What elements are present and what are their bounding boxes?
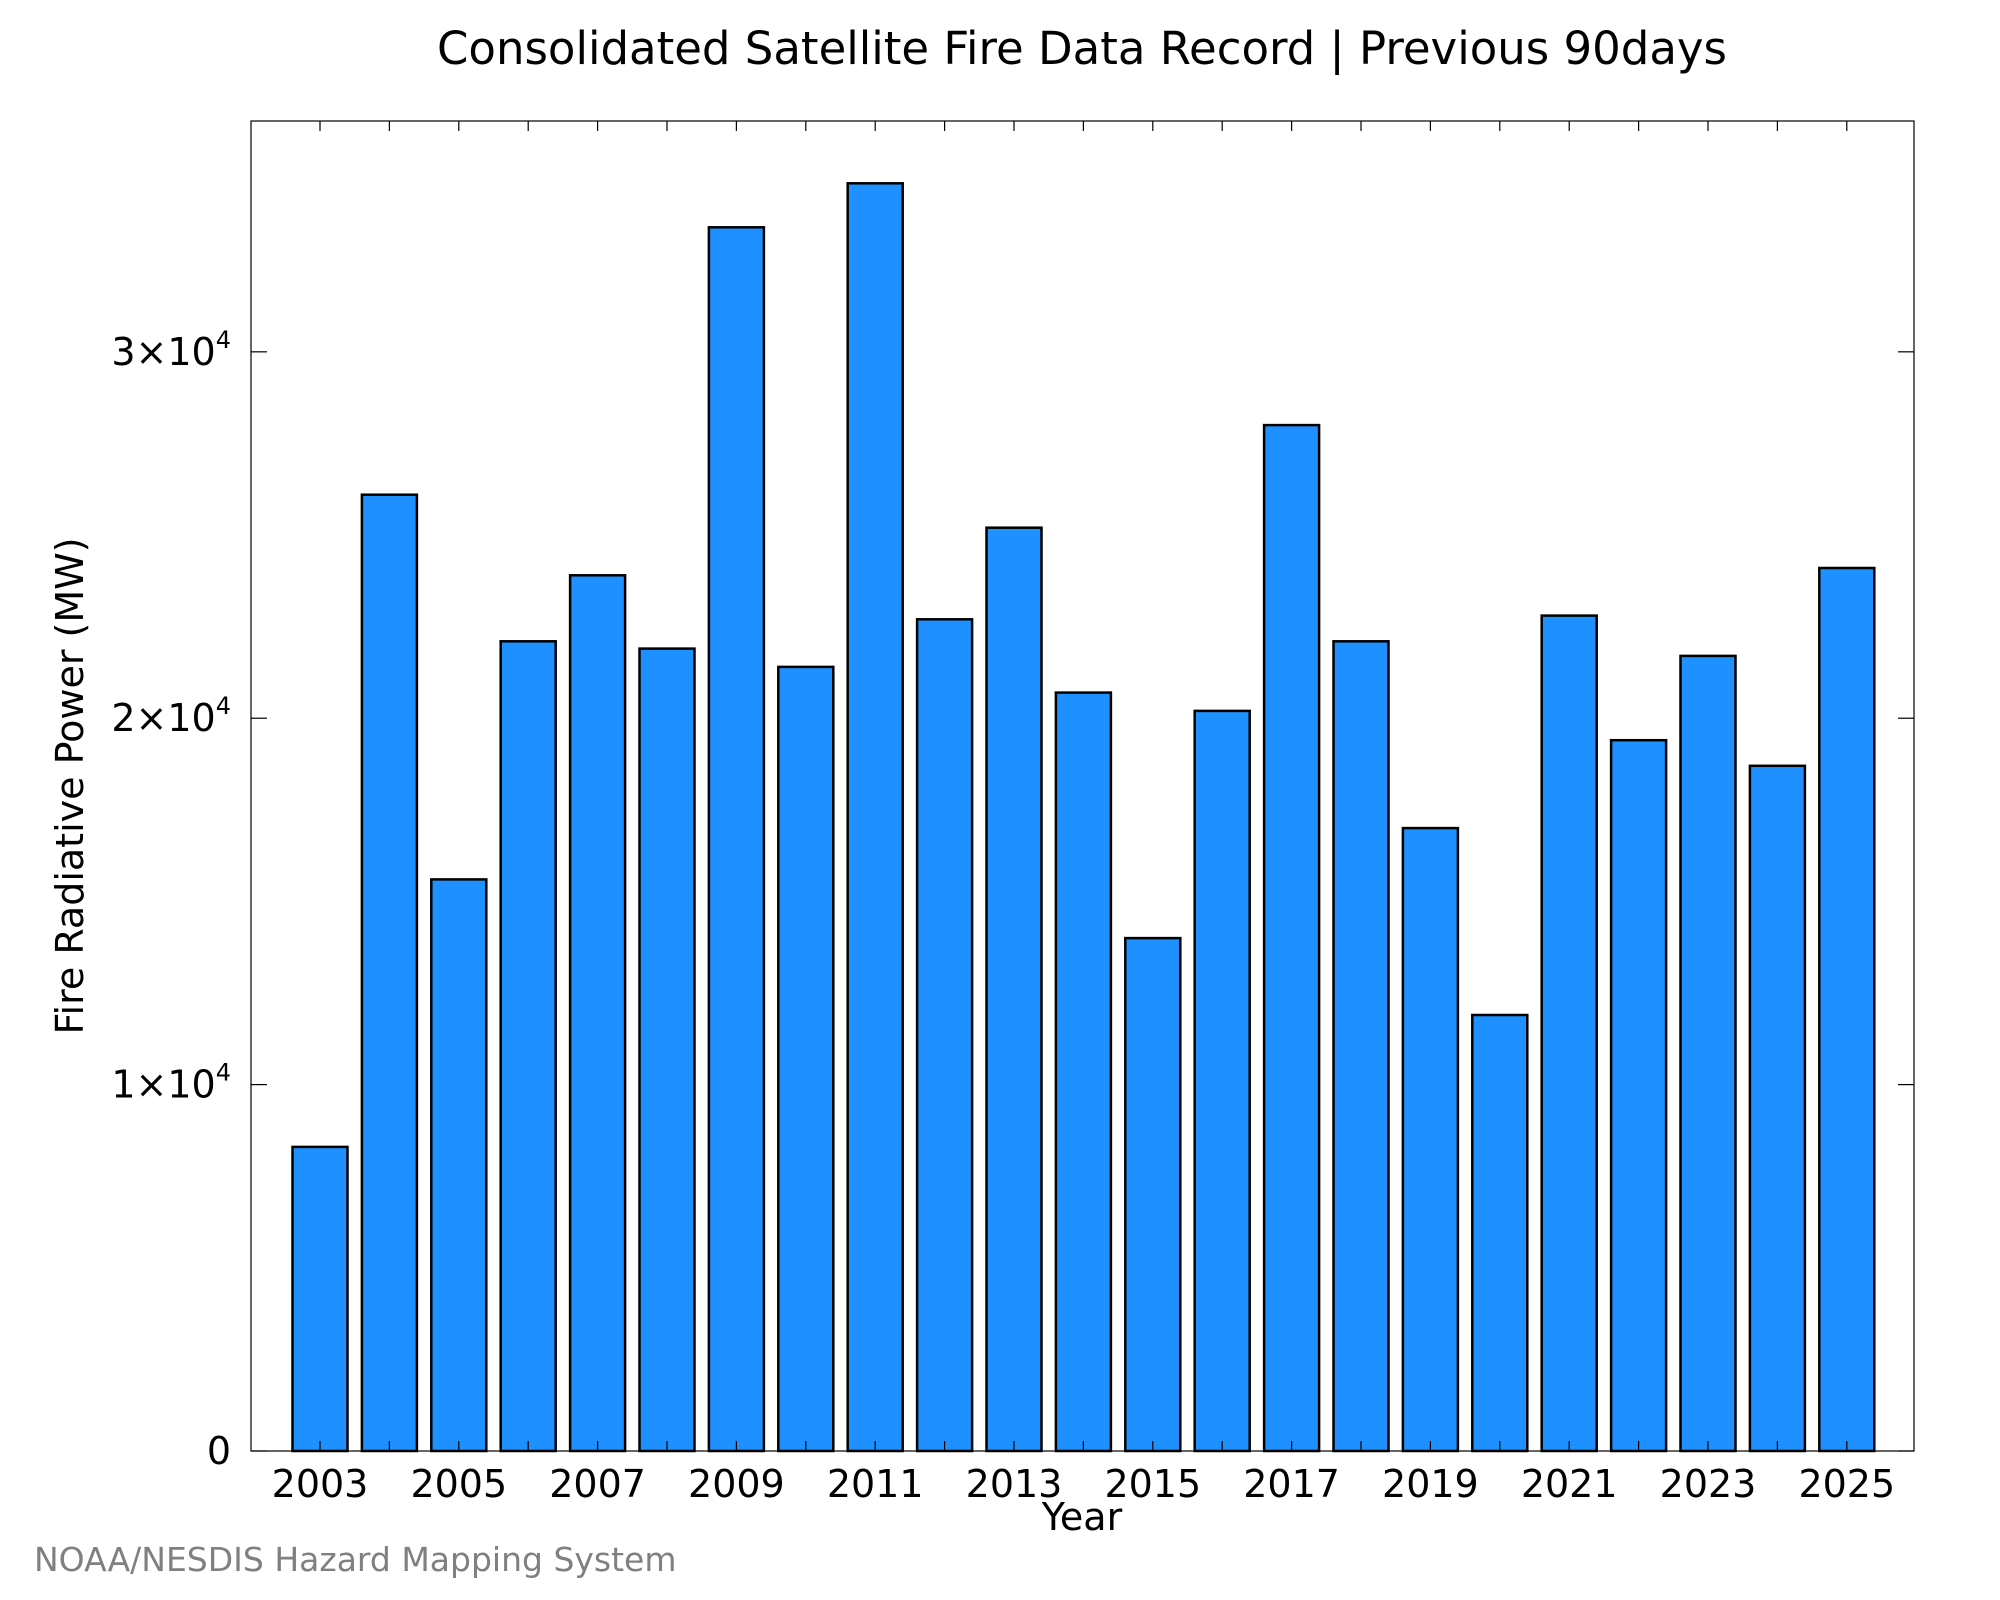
bar-2021 [1540,614,1598,1453]
x-axis: 2003 2005 2007 2009 2011 2013 2015 2017 2019 2021… [272,121,1895,1506]
bar-2019 [1401,826,1460,1453]
x-tick-label-2005: 2005 [410,1462,507,1506]
bar-2004 [360,493,419,1453]
x-tick-label-2015: 2015 [1104,1462,1201,1506]
y-tick-label: 1×104 [111,1059,231,1107]
bar-2015 [1124,936,1182,1453]
x-tick-label-2003: 2003 [272,1462,369,1506]
bar-2003 [291,1145,349,1453]
x-tick-label-2021: 2021 [1521,1462,1618,1506]
bar-2016 [1193,709,1251,1453]
bar-2024 [1748,764,1807,1453]
bar-2017 [1262,423,1321,1453]
bar-2009 [707,226,766,1453]
y-tick-label: 3×104 [111,326,231,374]
bar-2010 [777,665,835,1453]
x-tick-label-2011: 2011 [827,1462,924,1506]
x-tick-label-2023: 2023 [1660,1462,1757,1506]
bar-2025 [1818,566,1876,1453]
bar-2012 [915,618,974,1453]
x-axis-label: Year [1041,1495,1123,1539]
x-tick-label-2017: 2017 [1243,1462,1340,1506]
x-tick-label-2013: 2013 [966,1462,1063,1506]
y-axis: 0 1×104 2×104 3×104 [111,326,1914,1473]
chart-title: Consolidated Satellite Fire Data Record … [437,22,1727,75]
x-tick-label-2019: 2019 [1382,1462,1479,1506]
bar-2023 [1679,654,1737,1453]
bar-2020 [1471,1013,1529,1453]
bar-2007 [568,574,627,1453]
bar-2005 [430,878,488,1453]
x-tick-label-2025: 2025 [1798,1462,1895,1506]
bars-group [291,182,1876,1453]
x-tick-label-2007: 2007 [549,1462,646,1506]
bar-2013 [985,526,1043,1453]
plot-frame [250,120,1915,1452]
source-credit: NOAA/NESDIS Hazard Mapping System [34,1540,677,1579]
bar-2014 [1054,691,1113,1453]
bar-2018 [1332,640,1390,1453]
y-tick-label: 0 [207,1429,231,1473]
y-axis-label: Fire Radiative Power (MW) [48,537,92,1034]
bar-2006 [499,640,557,1453]
bar-2022 [1609,738,1668,1453]
y-tick-label: 2×104 [111,692,231,740]
bar-2008 [638,647,696,1453]
x-tick-label-2009: 2009 [688,1462,785,1506]
bar-2011 [846,182,904,1453]
